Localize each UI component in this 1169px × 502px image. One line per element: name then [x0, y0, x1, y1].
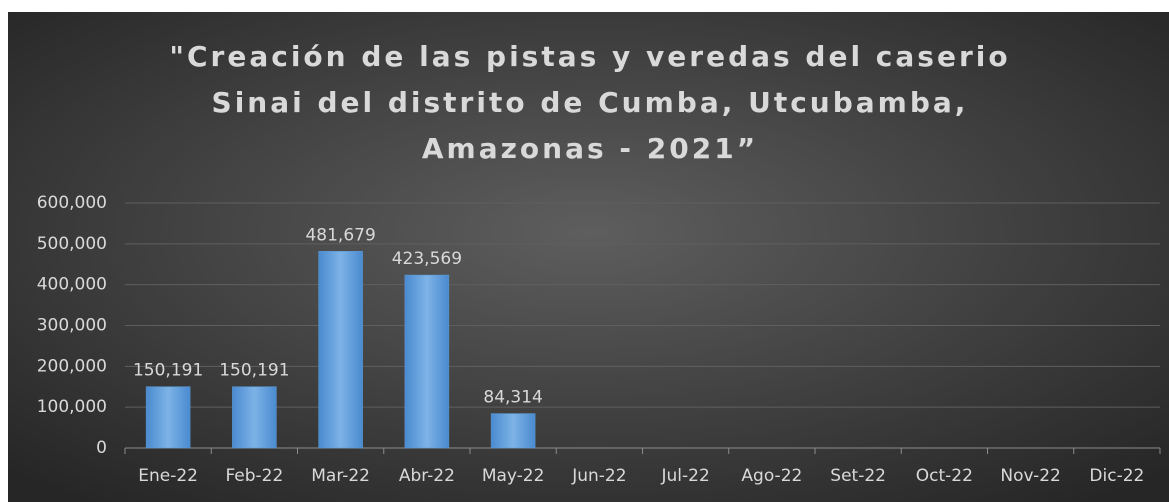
bar: [318, 251, 363, 449]
x-tick-label: Mar-22: [311, 466, 370, 486]
y-tick-label: 600,000: [37, 193, 107, 213]
x-tick-label: Jul-22: [660, 466, 709, 486]
bar: [232, 386, 277, 449]
data-label: 150,191: [133, 361, 203, 381]
x-tick-label: Dic-22: [1089, 466, 1144, 486]
bar: [145, 386, 191, 449]
y-tick-label: 400,000: [37, 275, 107, 295]
x-tick-label: Set-22: [830, 466, 886, 486]
x-tick-label: Ago-22: [741, 466, 802, 486]
x-tick-label: Jun-22: [571, 466, 626, 486]
data-label: 150,191: [219, 361, 289, 381]
data-label: 423,569: [392, 249, 462, 269]
x-tick-label: Ene-22: [138, 466, 198, 486]
x-tick-label: Feb-22: [225, 466, 283, 486]
chart-background: [8, 12, 1169, 502]
data-label: 481,679: [305, 225, 375, 245]
x-tick-label: Nov-22: [1000, 466, 1061, 486]
y-tick-label: 100,000: [37, 397, 107, 417]
data-label: 84,314: [483, 388, 542, 408]
x-tick-label: May-22: [482, 466, 545, 486]
y-tick-label: 0: [96, 438, 107, 458]
y-tick-label: 200,000: [37, 356, 107, 376]
x-tick-label: Oct-22: [916, 466, 973, 486]
chart-title: "Creación de las pistas y veredas del ca…: [169, 40, 1011, 165]
bar: [404, 274, 450, 449]
bar: [490, 413, 536, 449]
y-tick-label: 500,000: [37, 234, 107, 254]
x-tick-label: Abr-22: [399, 466, 455, 486]
y-tick-label: 300,000: [37, 316, 107, 336]
